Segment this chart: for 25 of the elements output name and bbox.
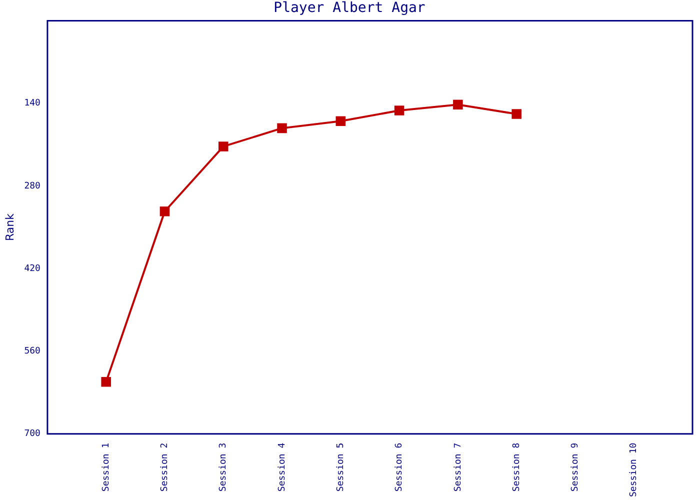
x-tick-label: Session 3 xyxy=(218,442,229,492)
x-tick-label: Session 8 xyxy=(512,442,522,492)
x-tick-label: Session 6 xyxy=(394,442,405,492)
point xyxy=(336,116,346,126)
chart-title: Player Albert Agar xyxy=(274,0,426,16)
x-tick-label: Session 4 xyxy=(277,442,288,492)
x-tick-label: Session 5 xyxy=(336,442,346,492)
y-axis-title: Rank xyxy=(3,212,16,242)
point xyxy=(218,142,228,152)
point xyxy=(453,100,463,110)
y-tick-label: 700 xyxy=(24,429,40,440)
point xyxy=(160,206,170,216)
y-tick-label: 140 xyxy=(24,98,40,109)
point xyxy=(101,377,111,387)
x-tick-label: Session 7 xyxy=(453,442,464,492)
point xyxy=(277,123,287,134)
y-tick-label: 560 xyxy=(24,346,40,357)
x-tick-label: Session 1 xyxy=(101,442,112,492)
y-tick-label: 420 xyxy=(24,264,40,274)
y-tick-label: 280 xyxy=(24,181,40,192)
point xyxy=(394,106,404,116)
x-tick-label: Session 9 xyxy=(570,442,581,492)
x-tick-label: Session 10 xyxy=(629,442,640,498)
x-tick-label: Session 2 xyxy=(160,442,170,492)
point xyxy=(512,109,522,119)
